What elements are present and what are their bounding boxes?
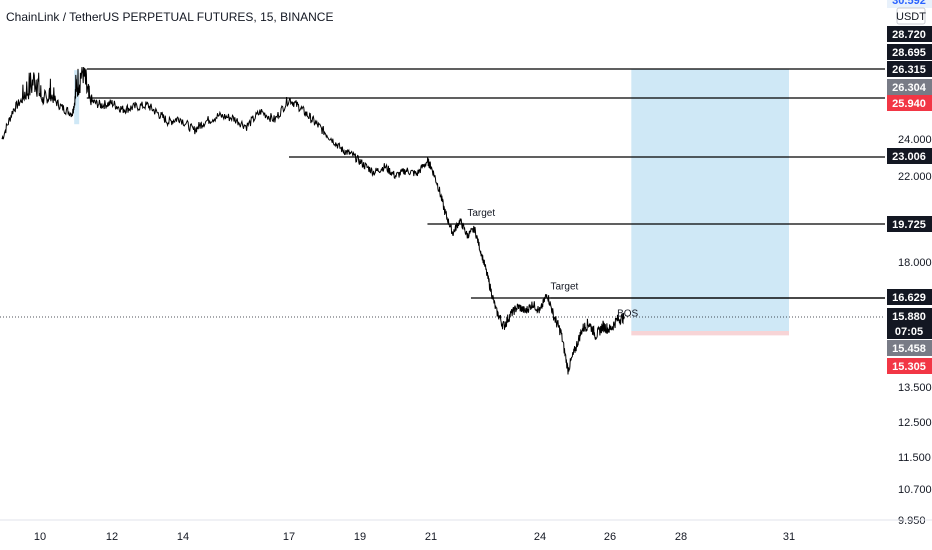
price-badge-label: 15.305	[892, 361, 926, 373]
target-zone	[631, 69, 789, 331]
price-badge-bg	[887, 79, 932, 95]
price-badge-label: 15.880	[892, 311, 926, 323]
x-tick-label: 26	[604, 531, 616, 543]
x-tick-label: 24	[534, 531, 546, 543]
position-marker	[74, 70, 80, 125]
currency-badge-bg	[896, 7, 926, 25]
price-badge: 26.304	[887, 79, 932, 95]
currency-badge-label: USDT	[896, 11, 926, 23]
y-tick-label: 11.500	[898, 452, 931, 464]
price-badge: 28.720	[887, 26, 932, 42]
y-tick-label: 13.500	[898, 382, 932, 394]
price-badge-label: 26.315	[892, 64, 926, 76]
stop-zone	[631, 331, 789, 336]
price-series-line	[1, 66, 625, 375]
x-tick-label: 28	[675, 531, 687, 543]
price-badge: 16.629	[887, 289, 932, 305]
price-badge-bg	[887, 323, 932, 339]
chart-title: ChainLink / TetherUS PERPETUAL FUTURES, …	[6, 10, 333, 24]
price-badge: 25.940	[887, 95, 932, 111]
y-tick-label: 12.500	[898, 417, 932, 429]
price-badge-bg	[887, 0, 932, 8]
price-badge: 15.458	[887, 340, 932, 356]
price-badge: 19.725	[887, 216, 932, 232]
price-badge-label: 07:05	[895, 326, 923, 338]
price-badge-label: 23.006	[892, 151, 926, 163]
price-badge-bg	[887, 61, 932, 77]
price-badge-bg	[887, 44, 932, 60]
annotation-target-1: Target	[467, 208, 495, 219]
price-badge: 28.695	[887, 44, 932, 60]
price-badge: 26.315	[887, 61, 932, 77]
price-badge-label: 25.940	[892, 98, 926, 110]
price-badge-label: 15.458	[892, 343, 926, 355]
x-tick-label: 21	[425, 531, 437, 543]
y-tick-label: 22.000	[898, 171, 932, 183]
price-badge-bg	[887, 95, 932, 111]
annotation-target-2: Target	[551, 282, 579, 293]
x-tick-label: 17	[283, 531, 295, 543]
x-tick-label: 31	[783, 531, 795, 543]
price-badge-bg	[887, 216, 932, 232]
y-tick-label: 24.000	[898, 134, 932, 146]
price-badge-bg	[887, 148, 932, 164]
price-badge-label: 28.720	[892, 29, 926, 41]
x-tick-label: 14	[177, 531, 189, 543]
price-badge-bg	[887, 308, 932, 324]
price-badge: 30.592	[887, 0, 932, 8]
currency-badge: USDT	[896, 7, 926, 25]
price-badge-label: 30.592	[892, 0, 926, 7]
x-tick-label: 19	[354, 531, 366, 543]
price-badge-label: 28.695	[892, 47, 926, 59]
price-badge-label: 26.304	[892, 82, 927, 94]
price-badge-bg	[887, 358, 932, 374]
price-badge: 15.880	[887, 308, 932, 324]
price-badge-bg	[887, 289, 932, 305]
annotation-bos-3: BOS	[617, 308, 638, 319]
price-badge-label: 16.629	[892, 292, 926, 304]
price-badge-label: 19.725	[892, 219, 926, 231]
price-badge-bg	[887, 340, 932, 356]
price-badge: 23.006	[887, 148, 932, 164]
x-tick-label: 12	[106, 531, 118, 543]
price-badge: 15.305	[887, 358, 932, 374]
y-tick-label: 9.950	[898, 515, 926, 527]
y-tick-label: 18.000	[898, 257, 932, 269]
price-badge: 07:05	[887, 323, 932, 339]
y-tick-label: 10.700	[898, 484, 932, 496]
price-badge-bg	[887, 26, 932, 42]
x-tick-label: 10	[34, 531, 46, 543]
